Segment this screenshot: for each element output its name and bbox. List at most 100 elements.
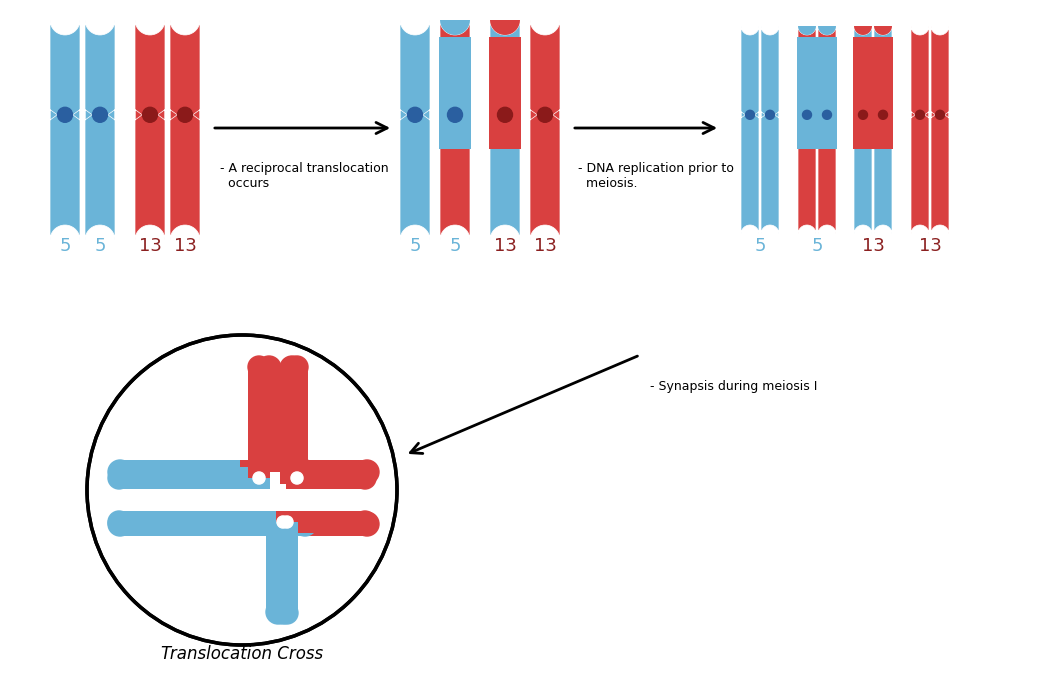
Circle shape: [915, 110, 924, 119]
Text: 5: 5: [101, 471, 111, 485]
Circle shape: [277, 516, 289, 528]
Polygon shape: [489, 37, 520, 149]
Text: 13: 13: [918, 237, 941, 255]
Polygon shape: [135, 20, 166, 240]
Text: 13: 13: [138, 237, 161, 255]
Polygon shape: [50, 20, 80, 240]
Polygon shape: [874, 26, 892, 234]
Text: 5: 5: [811, 237, 822, 255]
Polygon shape: [854, 26, 872, 35]
Text: 5: 5: [59, 237, 71, 255]
Text: - Synapsis during meiosis I: - Synapsis during meiosis I: [650, 380, 817, 393]
Circle shape: [293, 512, 318, 536]
Polygon shape: [120, 460, 240, 484]
Polygon shape: [272, 522, 294, 613]
Polygon shape: [911, 26, 929, 234]
Circle shape: [286, 356, 308, 378]
Circle shape: [290, 472, 303, 484]
Polygon shape: [873, 37, 893, 149]
Polygon shape: [120, 512, 240, 536]
Circle shape: [280, 356, 304, 380]
Polygon shape: [741, 26, 759, 234]
Polygon shape: [798, 26, 816, 234]
Polygon shape: [286, 367, 308, 478]
Polygon shape: [400, 20, 430, 240]
Polygon shape: [818, 26, 836, 234]
Circle shape: [57, 107, 73, 123]
Polygon shape: [440, 20, 469, 240]
Polygon shape: [266, 524, 290, 612]
Circle shape: [108, 511, 130, 533]
Polygon shape: [874, 26, 892, 35]
Circle shape: [498, 107, 512, 123]
Circle shape: [355, 512, 379, 536]
Circle shape: [266, 512, 290, 536]
Text: 13: 13: [174, 237, 197, 255]
Polygon shape: [797, 37, 817, 149]
Polygon shape: [276, 522, 298, 613]
Polygon shape: [291, 512, 305, 536]
Circle shape: [253, 472, 265, 484]
Text: 5: 5: [95, 237, 106, 255]
Circle shape: [765, 110, 775, 119]
Text: - DNA replication prior to
  meiosis.: - DNA replication prior to meiosis.: [578, 162, 734, 190]
Polygon shape: [286, 467, 365, 489]
Circle shape: [245, 460, 269, 484]
Circle shape: [276, 602, 298, 624]
Polygon shape: [240, 512, 278, 536]
Circle shape: [281, 516, 294, 528]
Polygon shape: [490, 20, 520, 35]
Polygon shape: [92, 340, 392, 640]
Circle shape: [407, 107, 423, 123]
Text: - A reciprocal translocation
  occurs: - A reciprocal translocation occurs: [220, 162, 388, 190]
Circle shape: [257, 356, 281, 380]
Circle shape: [108, 460, 132, 484]
Circle shape: [803, 110, 812, 119]
Polygon shape: [817, 37, 837, 149]
Polygon shape: [490, 20, 520, 240]
Polygon shape: [170, 20, 200, 240]
Circle shape: [448, 107, 462, 123]
Polygon shape: [761, 26, 779, 234]
Polygon shape: [240, 460, 257, 484]
Text: 5: 5: [755, 237, 766, 255]
Polygon shape: [305, 512, 367, 536]
Circle shape: [248, 356, 270, 378]
Circle shape: [537, 107, 553, 123]
Text: 13: 13: [534, 237, 557, 255]
Circle shape: [143, 107, 157, 123]
Text: 5: 5: [450, 237, 461, 255]
Polygon shape: [439, 37, 471, 149]
Polygon shape: [440, 20, 469, 35]
Circle shape: [108, 512, 132, 536]
Circle shape: [178, 107, 193, 123]
Text: 5: 5: [409, 237, 421, 255]
Circle shape: [936, 110, 944, 119]
Circle shape: [745, 110, 755, 119]
Text: Translocation Cross: Translocation Cross: [161, 645, 323, 663]
Circle shape: [266, 600, 290, 624]
Polygon shape: [931, 26, 949, 234]
Polygon shape: [248, 367, 270, 478]
Circle shape: [93, 107, 107, 123]
Circle shape: [108, 467, 130, 489]
Polygon shape: [119, 511, 294, 533]
Circle shape: [272, 602, 294, 624]
Polygon shape: [280, 368, 304, 472]
Circle shape: [879, 110, 888, 119]
Polygon shape: [240, 460, 257, 484]
Polygon shape: [276, 511, 365, 533]
Text: 13: 13: [862, 237, 885, 255]
Polygon shape: [85, 20, 115, 240]
Polygon shape: [854, 26, 872, 234]
Text: 13: 13: [493, 237, 516, 255]
Polygon shape: [119, 467, 270, 489]
Circle shape: [859, 110, 867, 119]
Polygon shape: [305, 460, 367, 484]
Text: 13: 13: [373, 515, 392, 529]
Circle shape: [822, 110, 832, 119]
Polygon shape: [853, 37, 873, 149]
Text: 13: 13: [373, 471, 392, 485]
Polygon shape: [818, 26, 836, 35]
Circle shape: [354, 511, 376, 533]
